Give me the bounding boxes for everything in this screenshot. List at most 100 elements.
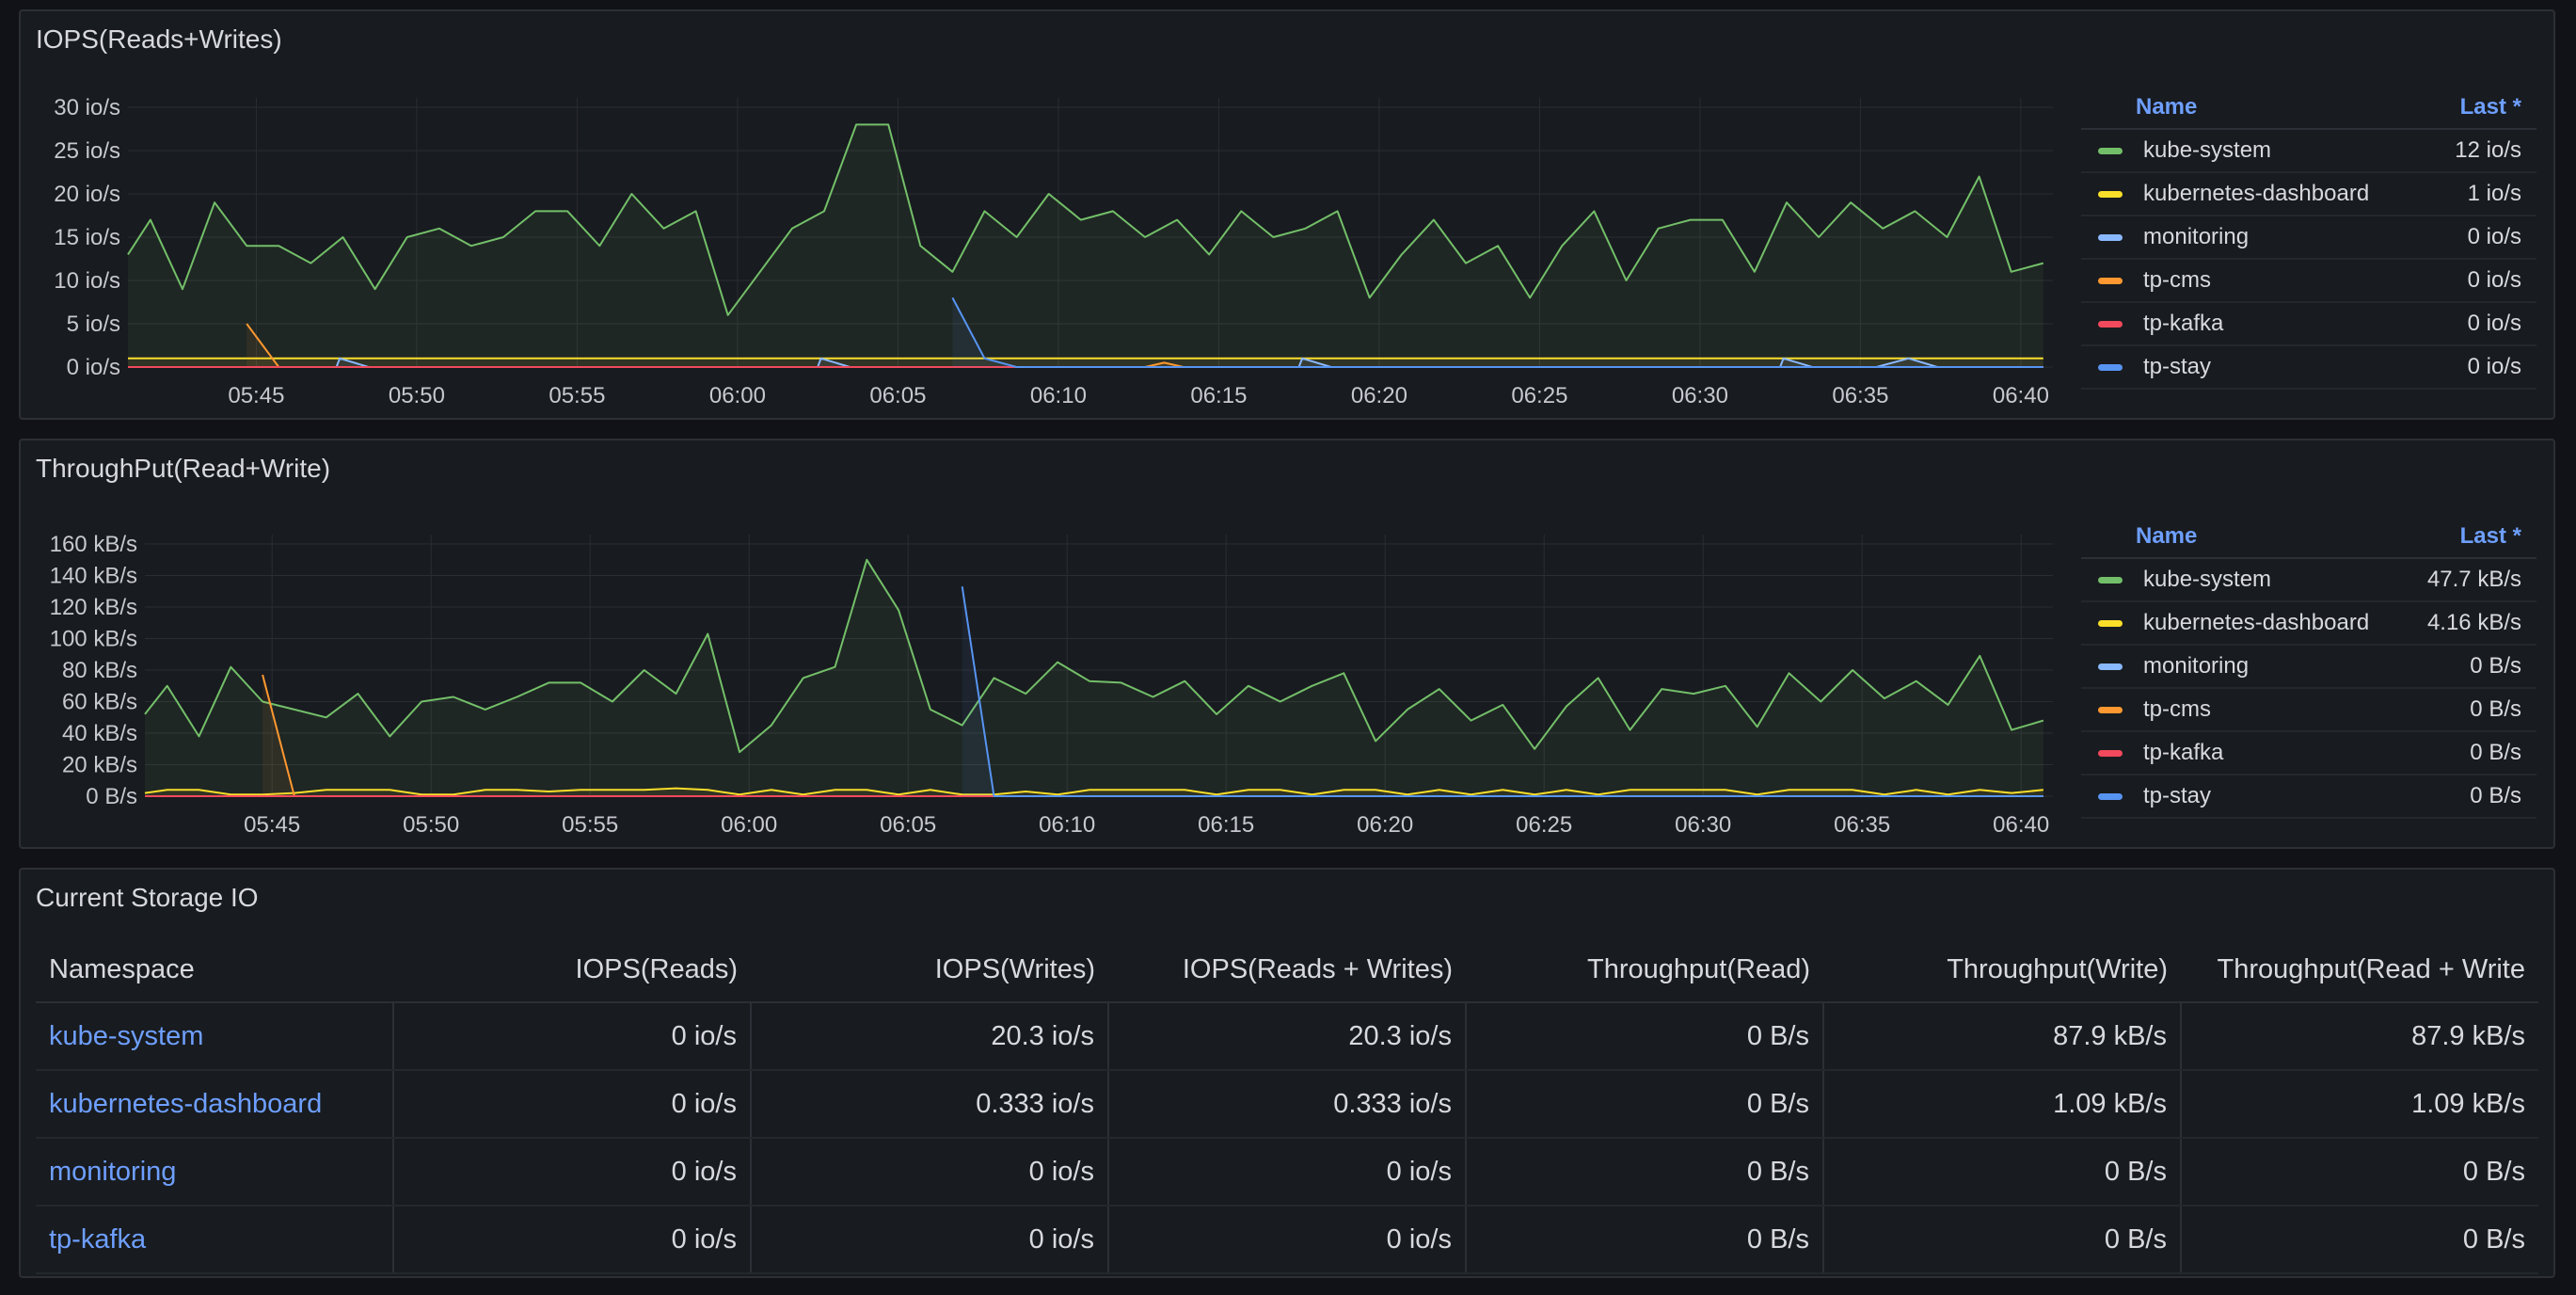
y-tick-label: 25 io/s (54, 138, 120, 164)
table-cell: 0.333 io/s (1107, 1070, 1466, 1139)
table-cell: 0 io/s (392, 1138, 751, 1207)
table-cell: 0 io/s (392, 1002, 751, 1071)
column-header-throughput-total[interactable]: Throughput(Read + Write (2181, 937, 2538, 1003)
table-cell: 0 io/s (392, 1206, 751, 1274)
y-tick-label: 60 kB/s (62, 690, 137, 715)
x-tick-label: 06:20 (1351, 383, 1407, 408)
series-area-kube-system (128, 124, 2043, 367)
legend-item-value: 0 B/s (2470, 653, 2521, 679)
legend-item-value: 1 io/s (2467, 181, 2521, 206)
legend-item-kubernetes-dashboard[interactable]: kubernetes-dashboard 4.16 kB/s (2081, 602, 2536, 646)
x-tick-label: 06:05 (869, 383, 926, 408)
legend-item-value: 4.16 kB/s (2426, 610, 2521, 635)
series-line-tp-stay[interactable] (961, 586, 2043, 797)
legend-item-tp-cms[interactable]: tp-cms 0 io/s (2081, 260, 2536, 303)
legend-item-label: tp-stay (2143, 783, 2212, 808)
legend-item-label: tp-stay (2143, 354, 2212, 379)
column-header-throughput-write[interactable]: Throughput(Write) (1823, 937, 2181, 1003)
table-row: tp-kafka 0 io/s 0 io/s 0 io/s 0 B/s 0 B/… (36, 1206, 2538, 1274)
legend-name-header[interactable]: Name (2136, 523, 2198, 549)
column-header-throughput-read[interactable]: Throughput(Read) (1466, 937, 1823, 1003)
legend-last-header[interactable]: Last * (2459, 94, 2521, 120)
storage-io-table: Namespace IOPS(Reads) IOPS(Writes) IOPS(… (36, 937, 2538, 1274)
series-line-tp-stay[interactable] (951, 296, 2043, 368)
legend-last-header[interactable]: Last * (2459, 523, 2521, 549)
column-header-iops-reads[interactable]: IOPS(Reads) (393, 937, 751, 1003)
y-tick-label: 40 kB/s (62, 721, 137, 746)
namespace-link[interactable]: kubernetes-dashboard (36, 1070, 393, 1139)
table-cell: 0 B/s (1465, 1138, 1823, 1207)
table-row: monitoring 0 io/s 0 io/s 0 io/s 0 B/s 0 … (36, 1138, 2538, 1207)
legend-item-tp-stay[interactable]: tp-stay 0 B/s (2081, 775, 2536, 819)
iops-legend: Name Last * kube-system 12 io/s kubernet… (2081, 87, 2536, 390)
legend-item-kubernetes-dashboard[interactable]: kubernetes-dashboard 1 io/s (2081, 173, 2536, 216)
iops-chart[interactable]: 0 io/s 5 io/s 10 io/s 15 io/s 20 io/s 25 io/s… (21, 11, 2087, 422)
y-tick-label: 10 io/s (54, 268, 120, 294)
y-tick-label: 20 kB/s (62, 753, 137, 778)
legend-item-value: 12 io/s (2455, 137, 2521, 163)
legend-item-label: tp-kafka (2143, 311, 2224, 336)
table-cell: 20.3 io/s (1107, 1002, 1466, 1071)
throughput-chart[interactable]: 0 B/s 20 kB/s 40 kB/s 60 kB/s 80 kB/s 100 kB/… (21, 440, 2087, 851)
series-color-swatch (2098, 320, 2123, 328)
namespace-link[interactable]: monitoring (36, 1138, 393, 1207)
y-tick-label: 140 kB/s (50, 564, 137, 589)
y-tick-label: 15 io/s (54, 225, 120, 250)
column-header-iops-writes[interactable]: IOPS(Writes) (751, 937, 1108, 1003)
legend-header: Name Last * (2081, 516, 2536, 559)
legend-item-tp-stay[interactable]: tp-stay 0 io/s (2081, 346, 2536, 390)
legend-item-label: tp-kafka (2143, 740, 2224, 765)
legend-item-label: monitoring (2143, 653, 2250, 679)
table-cell: 87.9 kB/s (2180, 1002, 2538, 1071)
series-color-swatch (2098, 619, 2123, 627)
legend-item-kube-system[interactable]: kube-system 47.7 kB/s (2081, 559, 2536, 602)
column-header-iops-total[interactable]: IOPS(Reads + Writes) (1108, 937, 1466, 1003)
legend-item-label: tp-cms (2143, 696, 2211, 722)
panel-title[interactable]: ThroughPut(Read+Write) (36, 454, 331, 483)
x-tick-label: 05:55 (562, 812, 618, 838)
legend-item-tp-cms[interactable]: tp-cms 0 B/s (2081, 689, 2536, 732)
y-tick-label: 80 kB/s (62, 658, 137, 683)
legend-item-value: 0 io/s (2467, 267, 2521, 293)
x-tick-label: 06:30 (1675, 812, 1731, 838)
iops-panel: IOPS(Reads+Writes) 0 io/s 5 io/s 10 io/s 15… (19, 9, 2555, 420)
series-line-kubernetes-dashboard[interactable] (144, 787, 2043, 796)
panel-title[interactable]: Current Storage IO (36, 883, 259, 912)
namespace-link[interactable]: kube-system (36, 1002, 393, 1071)
x-tick-label: 06:10 (1039, 812, 1095, 838)
series-color-swatch (2098, 749, 2123, 757)
series-color-swatch (2098, 663, 2123, 670)
table-cell: 0 B/s (1465, 1206, 1823, 1274)
legend-item-tp-kafka[interactable]: tp-kafka 0 B/s (2081, 732, 2536, 775)
series-area-kube-system (145, 559, 2043, 796)
table-row: kube-system 0 io/s 20.3 io/s 20.3 io/s 0… (36, 1002, 2538, 1071)
table-cell: 0 B/s (2180, 1138, 2538, 1207)
legend-item-label: kube-system (2143, 137, 2272, 163)
legend-item-kube-system[interactable]: kube-system 12 io/s (2081, 130, 2536, 173)
legend-item-monitoring[interactable]: monitoring 0 B/s (2081, 646, 2536, 689)
series-color-swatch (2098, 363, 2123, 371)
table-row: kubernetes-dashboard 0 io/s 0.333 io/s 0… (36, 1070, 2538, 1139)
series-color-swatch (2098, 576, 2123, 584)
panel-title[interactable]: IOPS(Reads+Writes) (36, 24, 282, 54)
legend-item-tp-kafka[interactable]: tp-kafka 0 io/s (2081, 303, 2536, 346)
x-tick-label: 06:20 (1357, 812, 1413, 838)
series-area-kubernetes-dashboard (128, 358, 2043, 367)
series-line-monitoring[interactable] (128, 357, 2043, 368)
x-tick-label: 05:55 (549, 383, 605, 408)
namespace-link[interactable]: tp-kafka (36, 1206, 393, 1274)
legend-item-label: monitoring (2143, 224, 2250, 249)
throughput-panel: ThroughPut(Read+Write) 0 B/s 20 kB/s 40 kB… (19, 439, 2555, 849)
legend-item-monitoring[interactable]: monitoring 0 io/s (2081, 216, 2536, 260)
series-line-kube-system[interactable] (144, 558, 2044, 754)
legend-item-label: kubernetes-dashboard (2143, 610, 2370, 635)
x-tick-label: 06:25 (1516, 812, 1572, 838)
current-storage-io-panel: Current Storage IO Namespace IOPS(Reads)… (19, 868, 2555, 1278)
x-tick-label: 06:25 (1511, 383, 1567, 408)
table-cell: 0.333 io/s (750, 1070, 1108, 1139)
column-header-namespace[interactable]: Namespace (36, 937, 393, 1003)
series-line-kube-system[interactable] (127, 123, 2044, 316)
legend-name-header[interactable]: Name (2136, 94, 2198, 120)
legend-item-label: kube-system (2143, 567, 2272, 592)
x-tick-label: 06:15 (1198, 812, 1254, 838)
